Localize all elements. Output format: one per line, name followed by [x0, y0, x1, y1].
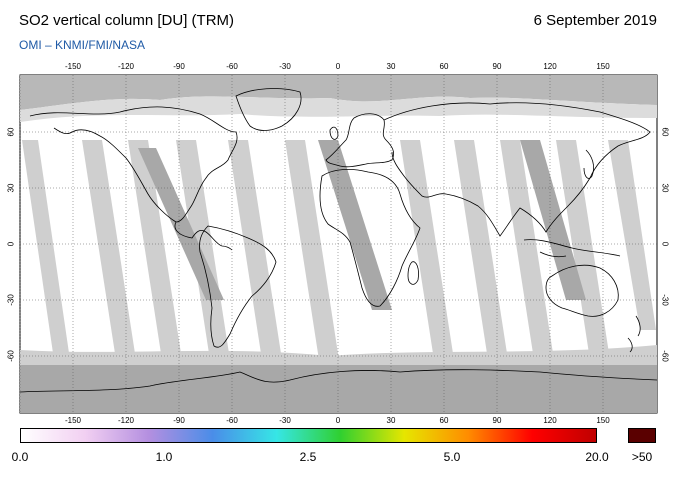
bottom-tick: 90 — [492, 416, 502, 425]
colorbar-label: 2.5 — [299, 450, 317, 464]
europe-coast — [325, 113, 394, 168]
bottom-tick: 0 — [335, 416, 341, 425]
top-tick: -60 — [226, 62, 238, 71]
top-tick: 0 — [335, 62, 341, 71]
left-tick: -30 — [6, 294, 16, 306]
orbit-gap — [500, 140, 554, 360]
colorbar-label: 0.0 — [11, 450, 29, 464]
top-tick: 90 — [492, 62, 502, 71]
top-tick: 150 — [596, 62, 610, 71]
orbit-gap — [454, 140, 508, 360]
arctic-no-data — [20, 75, 657, 110]
top-tick: 120 — [543, 62, 557, 71]
bottom-tick: 120 — [543, 416, 557, 425]
top-tick: -120 — [117, 62, 135, 71]
indonesia-coast — [523, 239, 621, 258]
orbit-gaps — [22, 140, 656, 360]
top-tick: -30 — [279, 62, 291, 71]
orbit-gap — [82, 140, 136, 360]
colorbar-over-label: >50 — [631, 450, 653, 464]
bottom-tick: -120 — [117, 416, 135, 425]
left-tick: 0 — [6, 241, 16, 247]
orbit-gap — [176, 140, 230, 360]
antarctica-coast — [19, 369, 658, 393]
top-tick: 60 — [439, 62, 449, 71]
bottom-tick: -150 — [64, 416, 82, 425]
asia-coast — [383, 102, 651, 237]
orbit-gap — [128, 140, 182, 360]
orbit-gap — [400, 140, 454, 360]
orbit-gap — [228, 140, 282, 360]
australia-coast — [545, 264, 619, 317]
bottom-tick: 30 — [386, 416, 396, 425]
date-label: 6 September 2019 — [533, 12, 657, 29]
graticule — [19, 75, 657, 413]
greenland-coast — [235, 88, 302, 131]
right-tick: -30 — [660, 294, 670, 306]
orbit-gap — [285, 140, 339, 360]
world-map — [19, 74, 658, 414]
left-tick: -60 — [6, 350, 16, 362]
no-data-swaths — [138, 140, 586, 310]
colorbar-label: 20.0 — [585, 450, 609, 464]
africa-coast — [319, 168, 421, 307]
no-data-swath — [318, 140, 392, 310]
japan-coast — [583, 149, 594, 179]
top-tick: -150 — [64, 62, 82, 71]
bottom-tick: -90 — [173, 416, 185, 425]
chart-title: SO2 vertical column [DU] (TRM) — [19, 12, 235, 29]
colorbar — [20, 428, 597, 443]
south-america-coast — [199, 225, 277, 348]
north-america-coast — [29, 106, 238, 251]
colorbar-label: 5.0 — [443, 450, 461, 464]
no-data-swath — [520, 140, 586, 300]
uk-coast — [329, 126, 339, 140]
bottom-tick: 60 — [439, 416, 449, 425]
right-tick: 60 — [660, 127, 670, 137]
overflow-color-box — [628, 428, 656, 443]
right-tick: 0 — [660, 241, 670, 247]
colorbar-label: 1.0 — [155, 450, 173, 464]
orbit-gap — [608, 140, 656, 330]
new-zealand-coast — [627, 315, 641, 353]
coastlines — [29, 88, 651, 353]
antarctica — [20, 365, 657, 413]
right-tick: -60 — [660, 350, 670, 362]
bottom-tick: 150 — [596, 416, 610, 425]
credit-label: OMI – KNMI/FMI/NASA — [19, 38, 146, 52]
bottom-tick: -30 — [279, 416, 291, 425]
left-tick: 60 — [6, 127, 16, 137]
top-tick: 30 — [386, 62, 396, 71]
top-tick: -90 — [173, 62, 185, 71]
right-tick: 30 — [660, 183, 670, 193]
no-data-swath — [138, 148, 224, 300]
left-tick: 30 — [6, 183, 16, 193]
bottom-tick: -60 — [226, 416, 238, 425]
madagascar-coast — [407, 261, 419, 285]
orbit-gap — [22, 140, 70, 360]
